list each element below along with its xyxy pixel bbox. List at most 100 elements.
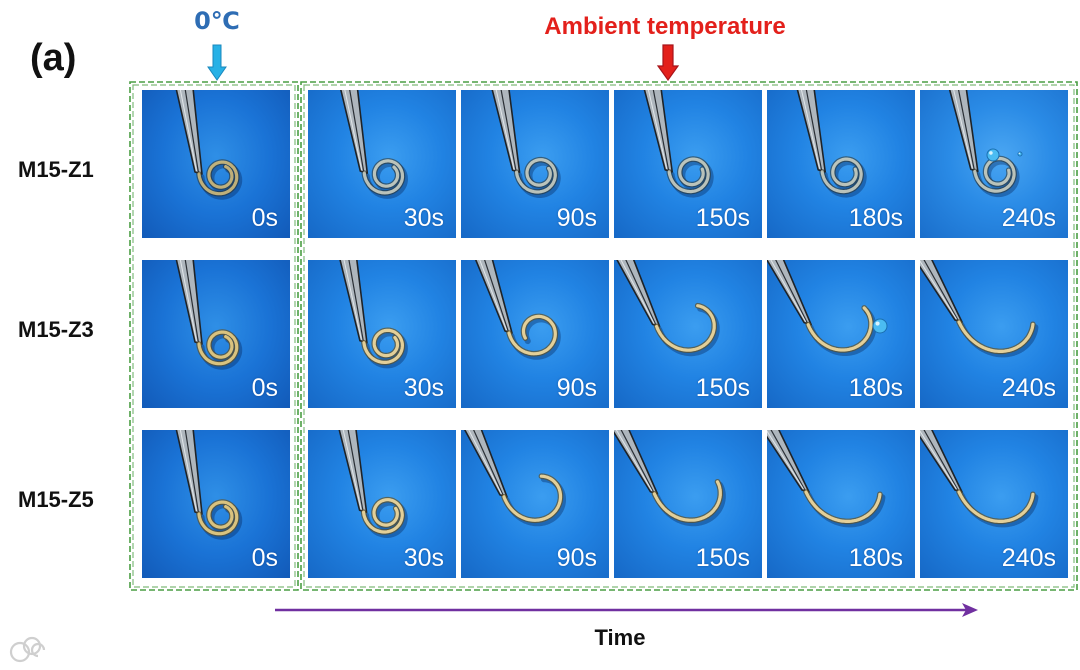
cold-condition-label: 0℃ [194,7,240,35]
photo-m15-z5-90s: 90s [461,430,609,578]
sample-strip [513,156,559,195]
photo-m15-z5-150s: 150s [614,430,762,578]
photo-m15-z1-0s: 0s [142,90,290,238]
water-droplet [872,318,888,334]
sample-scene [340,90,408,199]
down-arrow-icon [207,44,227,81]
tweezers [920,260,963,323]
sample-scene [474,260,561,360]
strip-shadow [807,307,877,356]
time-label: 30s [403,544,444,572]
sample-scene [614,430,726,527]
time-label: 90s [556,374,597,402]
sample-scene [948,90,1023,198]
time-arrow-icon [275,603,978,617]
photo-m15-z3-0s: 0s [142,260,290,408]
tweezers [920,430,963,493]
sample-scene [767,260,888,356]
tweezers [474,260,513,334]
time-label: 180s [848,374,903,402]
time-label: 180s [848,544,903,572]
photo-m15-z5-30s: 30s [308,430,456,578]
tweezers [796,90,827,173]
photo-m15-z1-240s: 240s [920,90,1068,238]
sample-scene [175,430,243,540]
sample-strip [361,327,406,366]
water-droplet [1017,151,1023,157]
tweezers [338,430,368,514]
photo-m15-z5-0s: 0s [142,430,290,578]
condition-frames [129,81,1078,591]
photo-m15-z1-90s: 90s [461,90,609,238]
time-label: 30s [403,204,444,232]
sample-scene [175,90,243,200]
sample-scene [920,430,1039,528]
sample-label-m15-z1: M15-Z1 [18,157,94,182]
sample-strip [972,155,1017,194]
sample-scene [175,260,243,370]
water-droplet [986,148,1000,162]
tweezers [767,260,812,326]
time-label: 150s [695,544,750,572]
sample-strip [803,489,883,525]
photo-m15-z3-30s: 30s [308,260,456,408]
tweezers [175,90,203,175]
sample-strip [360,496,406,535]
photo-m15-z1-180s: 180s [767,90,915,238]
time-axis-label: Time [594,625,646,650]
tweezers [339,260,368,344]
tweezers [643,90,674,173]
photo-m15-z3-180s: 180s [767,260,915,408]
time-label: 90s [556,204,597,232]
photo-m15-z5-180s: 180s [767,430,915,578]
sample-strip [805,305,874,353]
sample-label-m15-z3: M15-Z3 [18,317,94,342]
panel-label: (a) [30,37,77,79]
photo-m15-z3-150s: 150s [614,260,762,408]
sample-strip [956,489,1036,525]
time-label: 240s [1001,204,1056,232]
time-label: 180s [848,204,903,232]
tweezers [175,260,203,345]
sample-scene [338,430,408,538]
photo-m15-z1-30s: 30s [308,90,456,238]
photo-m15-z1-150s: 150s [614,90,762,238]
sample-strip [956,319,1036,355]
sample-strip [196,499,240,537]
sample-scene [491,90,561,198]
sample-scene [796,90,867,198]
tweezers [948,90,979,173]
sample-strip [666,156,711,195]
tweezers [175,430,203,515]
photo-m15-z5-240s: 240s [920,430,1068,578]
sample-strip [196,159,240,197]
sample-strip [506,313,559,357]
cold-frame [129,81,299,591]
sample-strip [196,329,240,367]
sample-scene [463,430,566,527]
sample-scene [767,430,886,528]
ambient-frame [300,81,1078,591]
time-label: 0s [251,204,278,232]
sample-strip [361,158,406,196]
time-label: 150s [695,374,750,402]
watermark-logo-icon [9,636,46,663]
sample-label-m15-z5: M15-Z5 [18,487,94,512]
photo-m15-z3-90s: 90s [461,260,609,408]
tweezers [614,430,659,495]
time-label: 90s [556,544,597,572]
time-label: 0s [251,544,278,572]
sample-scene [643,90,714,198]
tweezers [767,430,810,493]
tweezers [340,90,369,174]
time-label: 240s [1001,544,1056,572]
tweezers [491,90,521,174]
sample-scene [920,260,1039,358]
down-arrow-icon [656,44,680,82]
sample-scene [616,260,720,357]
ambient-condition-label: Ambient temperature [544,13,786,40]
sample-strip [819,156,864,195]
tweezers [463,430,508,498]
time-label: 30s [403,374,444,402]
time-label: 240s [1001,374,1056,402]
